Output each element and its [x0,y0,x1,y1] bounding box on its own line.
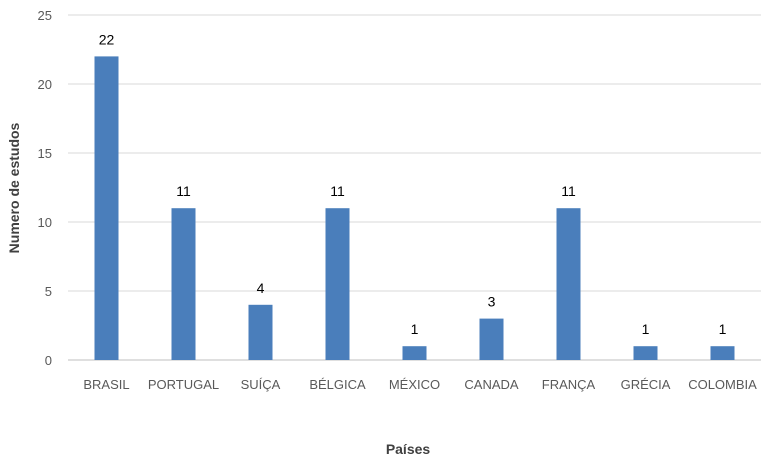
x-tick-label: COLOMBIA [688,377,757,392]
data-label: 22 [99,31,115,47]
data-label: 11 [330,183,345,199]
y-axis-ticks: 0 5 10 15 20 25 [38,8,52,368]
bars [94,56,735,361]
data-label: 11 [561,183,576,199]
y-tick-label: 5 [45,284,52,299]
x-tick-label: FRANÇA [542,377,596,392]
bar-portugal [171,208,196,360]
y-tick-label: 0 [45,353,52,368]
x-tick-label: BRASIL [83,377,129,392]
bar-canada [479,318,504,360]
data-label: 11 [176,183,191,199]
x-tick-label: CANADA [464,377,519,392]
x-tick-label: BÉLGICA [309,377,366,392]
y-tick-label: 20 [38,77,52,92]
x-axis-title: Países [386,441,431,457]
x-axis-ticks: BRASIL PORTUGAL SUÍÇA BÉLGICA MÉXICO CANADA FR… [83,377,757,392]
data-label: 1 [719,321,727,337]
bar-bélgica [325,208,350,360]
y-tick-label: 10 [38,215,52,230]
bar-méxico [402,346,427,360]
bar-colombia [710,346,735,360]
data-label: 1 [411,321,419,337]
x-tick-label: MÉXICO [389,377,440,392]
data-label: 1 [642,321,650,337]
y-tick-label: 25 [38,8,52,23]
bar-frança [556,208,581,360]
x-tick-label: GRÉCIA [621,377,671,392]
x-tick-label: SUÍÇA [241,377,281,392]
x-tick-label: PORTUGAL [148,377,219,392]
bar-brasil [94,56,119,361]
y-tick-label: 15 [38,146,52,161]
data-label: 3 [488,294,496,310]
data-label: 4 [257,280,265,296]
y-axis-title: Numero de estudos [6,122,22,253]
bar-grécia [633,346,658,360]
bar-suíça [248,304,273,360]
